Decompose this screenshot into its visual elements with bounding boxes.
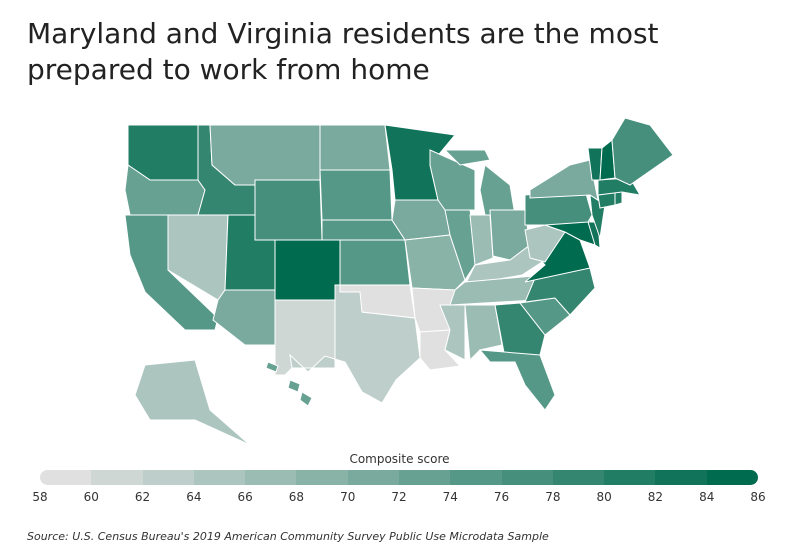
legend-tick: 60	[83, 490, 99, 504]
state-ak	[134, 359, 251, 446]
legend-title: Composite score	[349, 452, 450, 466]
legend-bin	[91, 470, 143, 485]
legend-tick: 58	[32, 490, 48, 504]
state-az	[212, 289, 276, 346]
state-mi	[479, 164, 516, 216]
legend-tick: 86	[750, 490, 766, 504]
state-wv	[524, 224, 566, 263]
state-me	[611, 117, 674, 186]
legend-bin	[552, 470, 605, 485]
state-ms	[439, 304, 466, 361]
legend-tick: 66	[237, 490, 253, 504]
legend-tick: 72	[391, 490, 407, 504]
legend-tick: 78	[545, 490, 561, 504]
legend-bin	[398, 470, 451, 485]
legend-tick: 80	[596, 490, 612, 504]
legend-tick: 64	[186, 490, 202, 504]
page-title: Maryland and Virginia residents are the …	[27, 17, 659, 86]
state-co	[274, 239, 341, 301]
legend-ticks: 58 60 62 64 66 68 70 72 74 76 78 80 82 84 86	[32, 490, 765, 506]
state-wy	[254, 179, 323, 241]
legend-tick: 76	[493, 490, 510, 504]
state-hi	[265, 361, 279, 373]
legend-bin	[193, 470, 246, 485]
legend-tick: 74	[442, 490, 458, 504]
legend-bin	[142, 470, 194, 485]
state-ne	[321, 219, 406, 241]
legend-bin	[347, 470, 399, 485]
state-ks	[339, 239, 411, 286]
legend-bin	[296, 470, 348, 485]
state-in	[469, 214, 494, 266]
legend-tick: 70	[340, 490, 356, 504]
source-note: Source: U.S. Census Bureau's 2019 Americ…	[27, 530, 549, 543]
state-ny	[529, 159, 599, 202]
legend-tick: 68	[288, 490, 305, 504]
state-mi	[443, 149, 491, 166]
legend-bin	[706, 470, 758, 485]
color-legend	[40, 470, 758, 485]
legend-bin	[501, 470, 553, 485]
state-fl	[478, 349, 556, 411]
legend-bin	[450, 470, 502, 485]
legend-bin	[245, 470, 297, 485]
legend-bin	[604, 470, 656, 485]
state-il	[444, 209, 479, 282]
state-ri	[614, 191, 623, 206]
legend-tick: 82	[647, 490, 664, 504]
legend-tick: 62	[134, 490, 151, 504]
state-hi	[299, 391, 313, 407]
state-ia	[391, 199, 451, 241]
us-choropleth-map	[124, 117, 674, 446]
legend-tick: 84	[699, 490, 715, 504]
state-mt	[209, 124, 321, 186]
legend-bin	[40, 470, 92, 485]
legend-bin	[655, 470, 707, 485]
state-hi	[287, 379, 301, 393]
state-mo	[404, 234, 466, 291]
state-al	[464, 304, 503, 362]
state-ga	[494, 302, 546, 359]
state-nd	[319, 124, 391, 171]
state-sd	[319, 169, 393, 221]
